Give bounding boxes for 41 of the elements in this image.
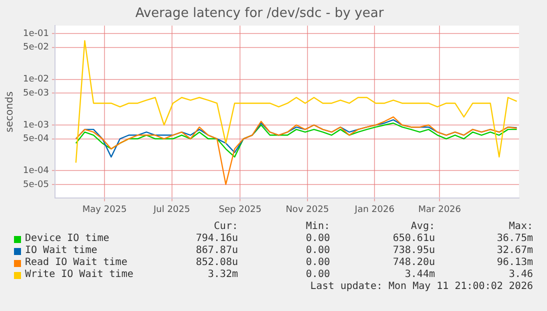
text: 0.00 <box>306 257 330 269</box>
text: 36.75m <box>496 233 533 245</box>
text: Max: <box>508 221 533 233</box>
y-tick-label: 1e-02 <box>22 74 49 85</box>
text: 96.13m <box>496 257 533 269</box>
text: 867.87u <box>196 245 238 257</box>
legend-label: Write IO Wait time <box>25 269 134 281</box>
text: 738.95u <box>392 245 435 257</box>
text: 794.16u <box>196 233 238 245</box>
text: 3.44m <box>404 269 435 281</box>
text: Last update: Mon May 11 21:00:02 2026 <box>310 281 533 293</box>
text: 0.00 <box>306 245 330 257</box>
x-tick-label: Jan 2026 <box>354 204 395 215</box>
y-tick-label: 1e-03 <box>22 120 49 130</box>
text: 650.61u <box>392 233 435 245</box>
text: 748.20u <box>392 257 435 269</box>
x-tick-label: Nov 2025 <box>286 204 330 215</box>
y-tick-label: 5e-05 <box>22 180 49 190</box>
y-axis-title: seconds <box>4 91 16 132</box>
x-tick-label: Mar 2026 <box>418 204 462 215</box>
text: Cur: <box>214 221 238 233</box>
text: Min: <box>306 221 330 233</box>
y-tick-label: 5e-04 <box>22 134 50 144</box>
y-tick-label: 1e-01 <box>22 28 49 39</box>
text: 32.67m <box>496 245 533 257</box>
y-tick-label: 5e-02 <box>22 42 49 53</box>
text: 0.00 <box>306 233 330 245</box>
y-tick-label: 1e-04 <box>22 166 50 176</box>
x-tick-label: May 2025 <box>82 204 127 215</box>
text: Avg: <box>410 221 435 233</box>
text: 3.32m <box>208 269 238 281</box>
text: 852.08u <box>196 257 238 269</box>
text: 0.00 <box>306 269 330 281</box>
legend-label: Read IO Wait time <box>25 257 128 269</box>
x-tick-label: Jul 2025 <box>152 204 190 215</box>
x-tick-label: Sep 2025 <box>218 204 262 215</box>
legend-label: IO Wait time <box>25 245 98 257</box>
legend-label: Device IO time <box>25 233 110 245</box>
chart-title: Average latency for /dev/sdc - by year <box>135 6 384 22</box>
y-tick-label: 5e-03 <box>22 88 49 98</box>
text: 3.46 <box>508 269 533 281</box>
